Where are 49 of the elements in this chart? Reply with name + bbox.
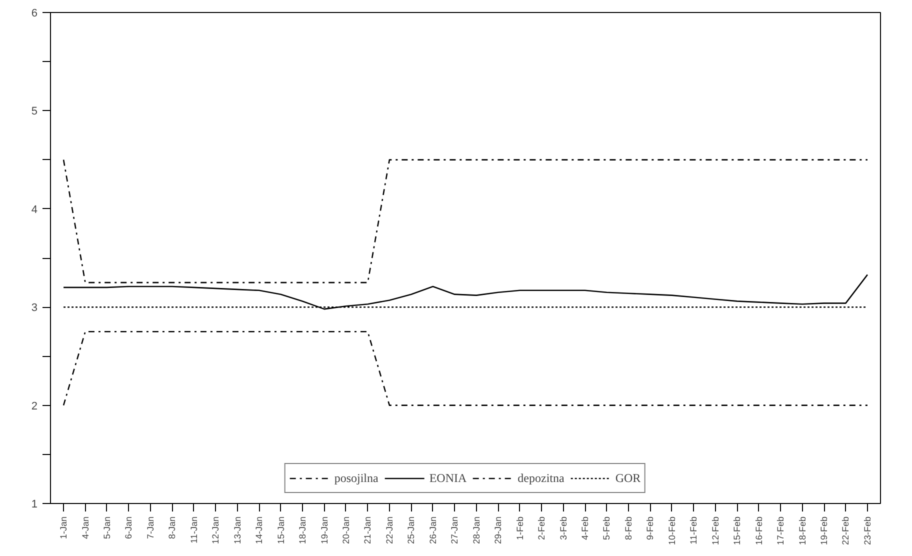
- x-tick-label: 12-Feb: [710, 516, 720, 546]
- x-tick-label: 15-Jan: [276, 516, 286, 544]
- x-tick-label: 13-Jan: [232, 516, 242, 544]
- x-tick-label: 1-Jan: [58, 516, 69, 540]
- x-tick-label: 19-Jan: [319, 516, 330, 544]
- x-tick-label: 27-Jan: [450, 516, 460, 544]
- x-tick-label: 9-Feb: [645, 516, 656, 540]
- x-tick-label: 7-Jan: [145, 516, 156, 540]
- x-tick-label: 10-Feb: [666, 516, 677, 546]
- x-tick-label: 8-Feb: [623, 516, 634, 540]
- x-tick-label: 18-Jan: [298, 516, 308, 544]
- x-tick-label: 1-Feb: [514, 516, 525, 540]
- line-series: [62, 274, 868, 310]
- x-tick-label: 19-Feb: [819, 516, 830, 546]
- x-tick-label: 28-Jan: [471, 516, 482, 544]
- x-tick-label: 23-Feb: [862, 516, 872, 546]
- x-tick-label: 3-Feb: [558, 516, 568, 540]
- x-tick-label: 2-Feb: [536, 516, 547, 540]
- x-tick-label: 26-Jan: [428, 516, 438, 544]
- x-tick-label: 17-Feb: [776, 516, 786, 546]
- y-tick-label: 5: [31, 106, 38, 118]
- x-tick-label: 5-Jan: [102, 516, 112, 540]
- y-tick-label: 2: [31, 400, 38, 412]
- x-tick-label: 18-Feb: [797, 516, 808, 546]
- x-tick-label: 11-Jan: [188, 516, 199, 544]
- legend-label: EONIA: [429, 470, 467, 486]
- legend-label: depozitna: [518, 470, 564, 486]
- x-tick-label: 29-Jan: [493, 516, 504, 544]
- x-tick-label: 6-Jan: [124, 516, 134, 540]
- x-tick-label: 4-Jan: [80, 516, 90, 540]
- x-tick-label: 20-Jan: [340, 516, 351, 544]
- y-tick-label: 1: [31, 498, 38, 510]
- x-tick-label: 14-Jan: [254, 516, 264, 544]
- x-tick-label: 22-Jan: [384, 516, 394, 544]
- y-tick-label: 4: [31, 204, 38, 216]
- y-tick-label: 3: [31, 302, 38, 314]
- legend-label: GOR: [615, 470, 641, 486]
- y-tick-label: 6: [31, 8, 38, 20]
- x-tick-label: 15-Feb: [732, 516, 742, 546]
- legend-label: posojilna: [334, 470, 378, 486]
- x-tick-label: 5-Feb: [602, 516, 612, 540]
- x-tick-label: 4-Feb: [580, 516, 590, 540]
- x-tick-label: 12-Jan: [210, 516, 221, 544]
- x-tick-label: 22-Feb: [840, 516, 851, 546]
- x-tick-label: 21-Jan: [362, 516, 373, 544]
- x-tick-label: 8-Jan: [167, 516, 178, 540]
- x-tick-label: 11-Feb: [688, 516, 699, 544]
- x-tick-label: 25-Jan: [406, 516, 416, 544]
- x-tick-label: 16-Feb: [754, 516, 764, 546]
